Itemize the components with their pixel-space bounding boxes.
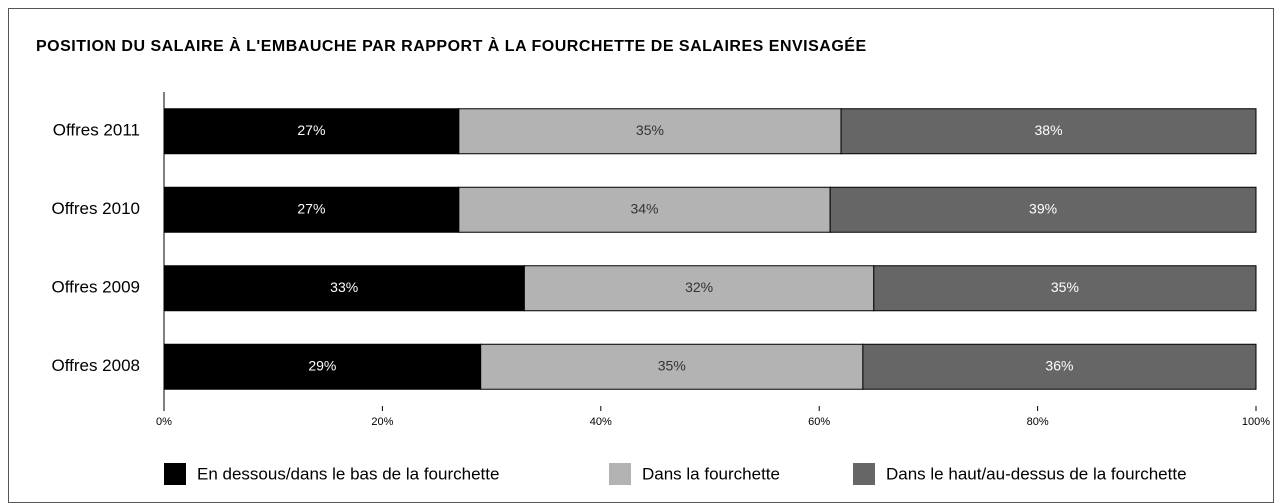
y-tick-label: Offres 2009 xyxy=(51,278,140,297)
value-label: 35% xyxy=(658,357,686,373)
bar-segment xyxy=(873,265,1257,312)
legend-label: Dans le haut/au-dessus de la fourchette xyxy=(886,464,1187,483)
bar-segment xyxy=(458,186,831,233)
x-tick-label: 0% xyxy=(156,416,172,428)
legend-swatch xyxy=(164,463,186,485)
x-tick-label: 60% xyxy=(808,416,830,428)
bar-segment xyxy=(163,186,460,233)
chart-title: POSITION DU SALAIRE À L'EMBAUCHE PAR RAP… xyxy=(36,36,867,55)
y-tick-label: Offres 2011 xyxy=(53,121,140,140)
legend-swatch xyxy=(853,463,875,485)
x-tick-label: 80% xyxy=(1027,416,1049,428)
bar-segment xyxy=(480,343,864,390)
value-label: 27% xyxy=(297,122,325,138)
bar-segment xyxy=(840,108,1257,155)
bar-segment xyxy=(829,186,1257,233)
legend-label: Dans la fourchette xyxy=(642,464,780,483)
value-label: 27% xyxy=(297,200,325,216)
bar-segment xyxy=(163,108,460,155)
value-label: 29% xyxy=(308,357,336,373)
value-label: 34% xyxy=(630,200,658,216)
value-label: 39% xyxy=(1029,200,1057,216)
value-label: 36% xyxy=(1045,357,1073,373)
value-label: 35% xyxy=(1051,279,1079,295)
x-tick-label: 100% xyxy=(1242,416,1270,428)
bar-segment xyxy=(458,108,842,155)
frame xyxy=(8,8,1274,503)
legend-label: En dessous/dans le bas de la fourchette xyxy=(197,464,499,483)
value-label: 33% xyxy=(330,279,358,295)
y-tick-label: Offres 2008 xyxy=(51,356,140,375)
bar-segment xyxy=(862,343,1257,390)
value-label: 32% xyxy=(685,279,713,295)
legend-swatch xyxy=(609,463,631,485)
x-tick-label: 40% xyxy=(590,416,612,428)
x-tick-label: 20% xyxy=(371,416,393,428)
value-label: 35% xyxy=(636,122,664,138)
y-tick-label: Offres 2010 xyxy=(51,199,140,218)
value-label: 38% xyxy=(1035,122,1063,138)
